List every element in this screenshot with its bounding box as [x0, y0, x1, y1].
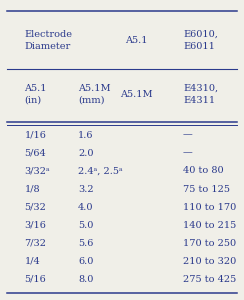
Text: 2.4ᵃ, 2.5ᵃ: 2.4ᵃ, 2.5ᵃ [78, 167, 123, 176]
Text: A5.1M
(mm): A5.1M (mm) [78, 84, 111, 105]
Text: E4310,
E4311: E4310, E4311 [183, 84, 218, 105]
Text: 6.0: 6.0 [78, 256, 93, 266]
Text: 7/32: 7/32 [24, 238, 46, 247]
Text: 110 to 170: 110 to 170 [183, 202, 236, 211]
Text: 140 to 215: 140 to 215 [183, 220, 236, 230]
Text: 1.6: 1.6 [78, 130, 94, 140]
Text: 2.0: 2.0 [78, 148, 94, 158]
Text: Electrode
Diameter: Electrode Diameter [24, 30, 72, 51]
Text: 40 to 80: 40 to 80 [183, 167, 224, 176]
Text: 75 to 125: 75 to 125 [183, 184, 230, 194]
Text: 210 to 320: 210 to 320 [183, 256, 236, 266]
Text: —: — [183, 130, 193, 140]
Text: A5.1M: A5.1M [120, 90, 153, 99]
Text: A5.1
(in): A5.1 (in) [24, 84, 47, 105]
Text: 5/32: 5/32 [24, 202, 46, 211]
Text: 5/64: 5/64 [24, 148, 46, 158]
Text: —: — [183, 148, 193, 158]
Text: 4.0: 4.0 [78, 202, 94, 211]
Text: 3/32ᵃ: 3/32ᵃ [24, 167, 50, 176]
Text: 5.0: 5.0 [78, 220, 93, 230]
Text: 1/8: 1/8 [24, 184, 40, 194]
Text: 8.0: 8.0 [78, 274, 93, 284]
Text: 5.6: 5.6 [78, 238, 93, 247]
Text: 3.2: 3.2 [78, 184, 94, 194]
Text: 1/4: 1/4 [24, 256, 40, 266]
Text: 3/16: 3/16 [24, 220, 46, 230]
Text: 5/16: 5/16 [24, 274, 46, 284]
Text: 1/16: 1/16 [24, 130, 46, 140]
Text: 170 to 250: 170 to 250 [183, 238, 236, 247]
Text: 275 to 425: 275 to 425 [183, 274, 236, 284]
Text: A5.1: A5.1 [125, 36, 148, 45]
Text: E6010,
E6011: E6010, E6011 [183, 30, 218, 51]
